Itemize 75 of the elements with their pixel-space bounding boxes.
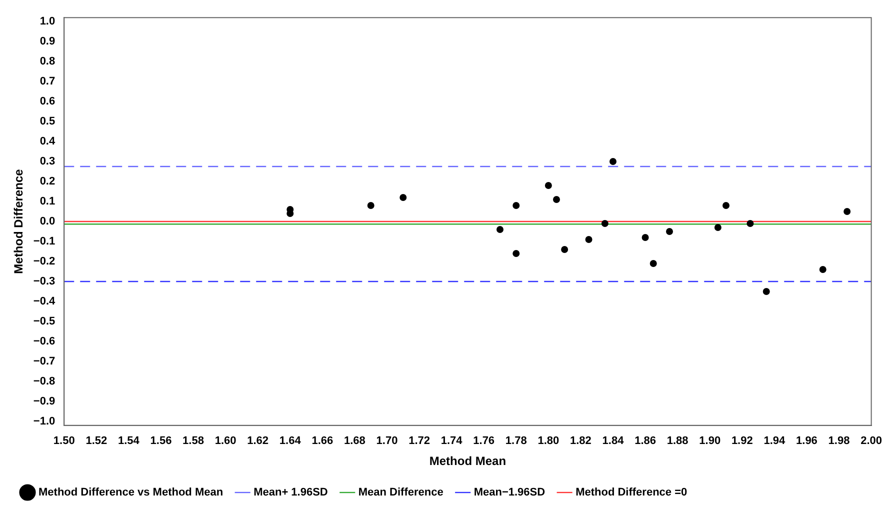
y-tick-label: −0.9 xyxy=(33,395,56,408)
point xyxy=(561,246,568,253)
point xyxy=(601,220,608,227)
x-tick-label: 1.66 xyxy=(312,435,334,448)
point xyxy=(746,220,754,227)
x-tick-label: 1.56 xyxy=(150,435,172,448)
x-tick-label: 1.90 xyxy=(699,435,721,448)
x-tick-label: 1.60 xyxy=(214,435,236,448)
x-axis-title: Method Mean xyxy=(429,454,506,468)
point xyxy=(666,228,673,235)
y-tick-label: −0.7 xyxy=(33,355,56,368)
point xyxy=(819,266,826,273)
point xyxy=(512,202,520,210)
y-tick-label: −1.0 xyxy=(33,415,56,428)
y-tick-label: 0.0 xyxy=(40,216,56,228)
y-tick-label: −0.5 xyxy=(33,315,56,328)
x-tick-label: 1.54 xyxy=(118,435,140,448)
legend-label: Mean Difference xyxy=(358,486,444,499)
y-tick-label: 0.3 xyxy=(40,156,56,168)
point xyxy=(400,194,407,202)
y-tick-label: −0.6 xyxy=(33,335,56,348)
x-tick-label: 1.58 xyxy=(182,435,204,448)
y-tick-label: 0.1 xyxy=(40,196,56,208)
point xyxy=(512,250,520,257)
point xyxy=(286,210,294,218)
x-tick-label: 1.52 xyxy=(86,435,108,448)
y-tick-label: 1.0 xyxy=(40,16,56,28)
x-tick-label: 1.72 xyxy=(408,435,430,448)
y-axis-title: Method Difference xyxy=(12,168,26,274)
y-tick-label: 0.9 xyxy=(40,36,56,48)
x-tick-label: 1.80 xyxy=(538,435,560,448)
y-tick-label: 0.2 xyxy=(40,176,56,188)
x-tick-label: 1.84 xyxy=(602,435,625,448)
x-tick-label: 1.98 xyxy=(828,435,850,448)
x-tick-label: 1.78 xyxy=(505,435,527,448)
y-tick-label: −0.2 xyxy=(33,256,56,268)
point xyxy=(610,158,616,166)
x-tick-label: 1.64 xyxy=(279,435,302,448)
point xyxy=(714,224,722,231)
x-tick-label: 1.88 xyxy=(666,435,688,448)
point xyxy=(367,202,374,210)
y-tick-label: −0.3 xyxy=(33,276,56,288)
x-tick-label: 2.00 xyxy=(860,435,882,448)
point xyxy=(650,260,657,267)
x-tick-label: 1.70 xyxy=(376,435,398,448)
x-tick-label: 1.62 xyxy=(247,435,269,448)
point xyxy=(496,226,504,233)
y-tick-label: −0.4 xyxy=(33,295,56,308)
legend-label: Mean−1.96SD xyxy=(474,486,546,499)
point xyxy=(585,236,592,243)
point xyxy=(722,202,730,210)
y-tick-label: −0.1 xyxy=(33,236,56,248)
x-tick-label: 1.76 xyxy=(473,435,495,448)
x-tick-label: 1.68 xyxy=(344,435,366,448)
x-tick-label: 1.94 xyxy=(764,435,786,448)
x-tick-label: 1.74 xyxy=(440,435,464,448)
legend-label: Mean+ 1.96SD xyxy=(254,486,328,499)
x-tick-label: 1.82 xyxy=(570,435,592,448)
y-tick-label: 0.7 xyxy=(40,76,56,88)
point xyxy=(762,288,770,295)
y-tick-label: 0.4 xyxy=(40,136,56,148)
y-tick-label: 0.5 xyxy=(40,116,56,128)
x-tick-label: 1.86 xyxy=(634,435,656,448)
point xyxy=(552,196,560,204)
x-tick-label: 1.50 xyxy=(53,435,75,448)
point xyxy=(544,182,552,190)
x-tick-label: 1.96 xyxy=(796,435,818,448)
y-tick-label: −0.8 xyxy=(33,375,56,388)
y-tick-label: 0.8 xyxy=(40,56,56,68)
x-tick-label: 1.92 xyxy=(731,435,753,448)
legend-label: Method Difference =0 xyxy=(576,486,688,499)
point xyxy=(642,234,649,241)
legend-label: Method Difference vs Method Mean xyxy=(38,486,224,499)
point xyxy=(844,208,851,216)
y-tick-label: 0.6 xyxy=(40,96,56,108)
